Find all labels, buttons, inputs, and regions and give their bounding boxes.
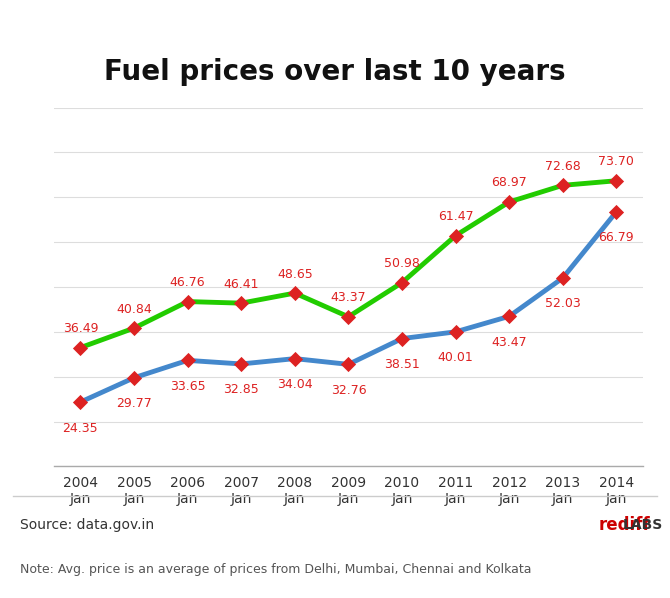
Text: 32.85: 32.85 xyxy=(223,383,259,396)
Point xyxy=(75,343,86,352)
Text: LABS: LABS xyxy=(623,518,663,532)
Point xyxy=(450,231,461,240)
Text: 33.65: 33.65 xyxy=(170,380,206,393)
Text: 40.84: 40.84 xyxy=(116,303,152,316)
Text: 29.77: 29.77 xyxy=(116,397,152,410)
Text: Note: Avg. price is an average of prices from Delhi, Mumbai, Chennai and Kolkata: Note: Avg. price is an average of prices… xyxy=(20,563,531,576)
Point xyxy=(611,176,622,185)
Point xyxy=(129,373,139,383)
Text: 34.04: 34.04 xyxy=(277,378,313,391)
Point xyxy=(504,197,515,207)
Point xyxy=(397,334,407,343)
Text: 38.51: 38.51 xyxy=(384,358,420,371)
Text: 46.41: 46.41 xyxy=(224,277,259,291)
Text: 48.65: 48.65 xyxy=(277,267,313,280)
Text: 73.70: 73.70 xyxy=(598,155,634,168)
Point xyxy=(504,312,515,321)
Point xyxy=(289,288,300,298)
Point xyxy=(129,324,139,333)
Point xyxy=(397,278,407,288)
Point xyxy=(236,359,247,369)
Point xyxy=(343,312,354,322)
Text: Fuel prices over last 10 years: Fuel prices over last 10 years xyxy=(105,58,565,86)
Point xyxy=(343,359,354,369)
Text: 68.97: 68.97 xyxy=(491,176,527,190)
Point xyxy=(289,354,300,364)
Point xyxy=(557,181,568,190)
Point xyxy=(236,298,247,308)
Point xyxy=(182,356,193,365)
Text: 24.35: 24.35 xyxy=(62,422,98,435)
Text: 43.37: 43.37 xyxy=(330,291,366,304)
Text: 50.98: 50.98 xyxy=(384,257,420,270)
Point xyxy=(450,327,461,337)
Text: 36.49: 36.49 xyxy=(63,322,98,335)
Text: rediff: rediff xyxy=(598,516,650,534)
Point xyxy=(611,207,622,216)
Point xyxy=(75,397,86,407)
Text: 40.01: 40.01 xyxy=(438,351,474,364)
Text: 61.47: 61.47 xyxy=(438,210,474,223)
Text: 72.68: 72.68 xyxy=(545,160,581,173)
Point xyxy=(182,297,193,306)
Text: Source: data.gov.in: Source: data.gov.in xyxy=(20,518,154,532)
Text: 66.79: 66.79 xyxy=(598,231,634,244)
Point xyxy=(557,273,568,283)
Text: 43.47: 43.47 xyxy=(491,335,527,349)
Text: 52.03: 52.03 xyxy=(545,297,581,310)
Text: 32.76: 32.76 xyxy=(330,384,366,397)
Text: 46.76: 46.76 xyxy=(170,276,206,289)
